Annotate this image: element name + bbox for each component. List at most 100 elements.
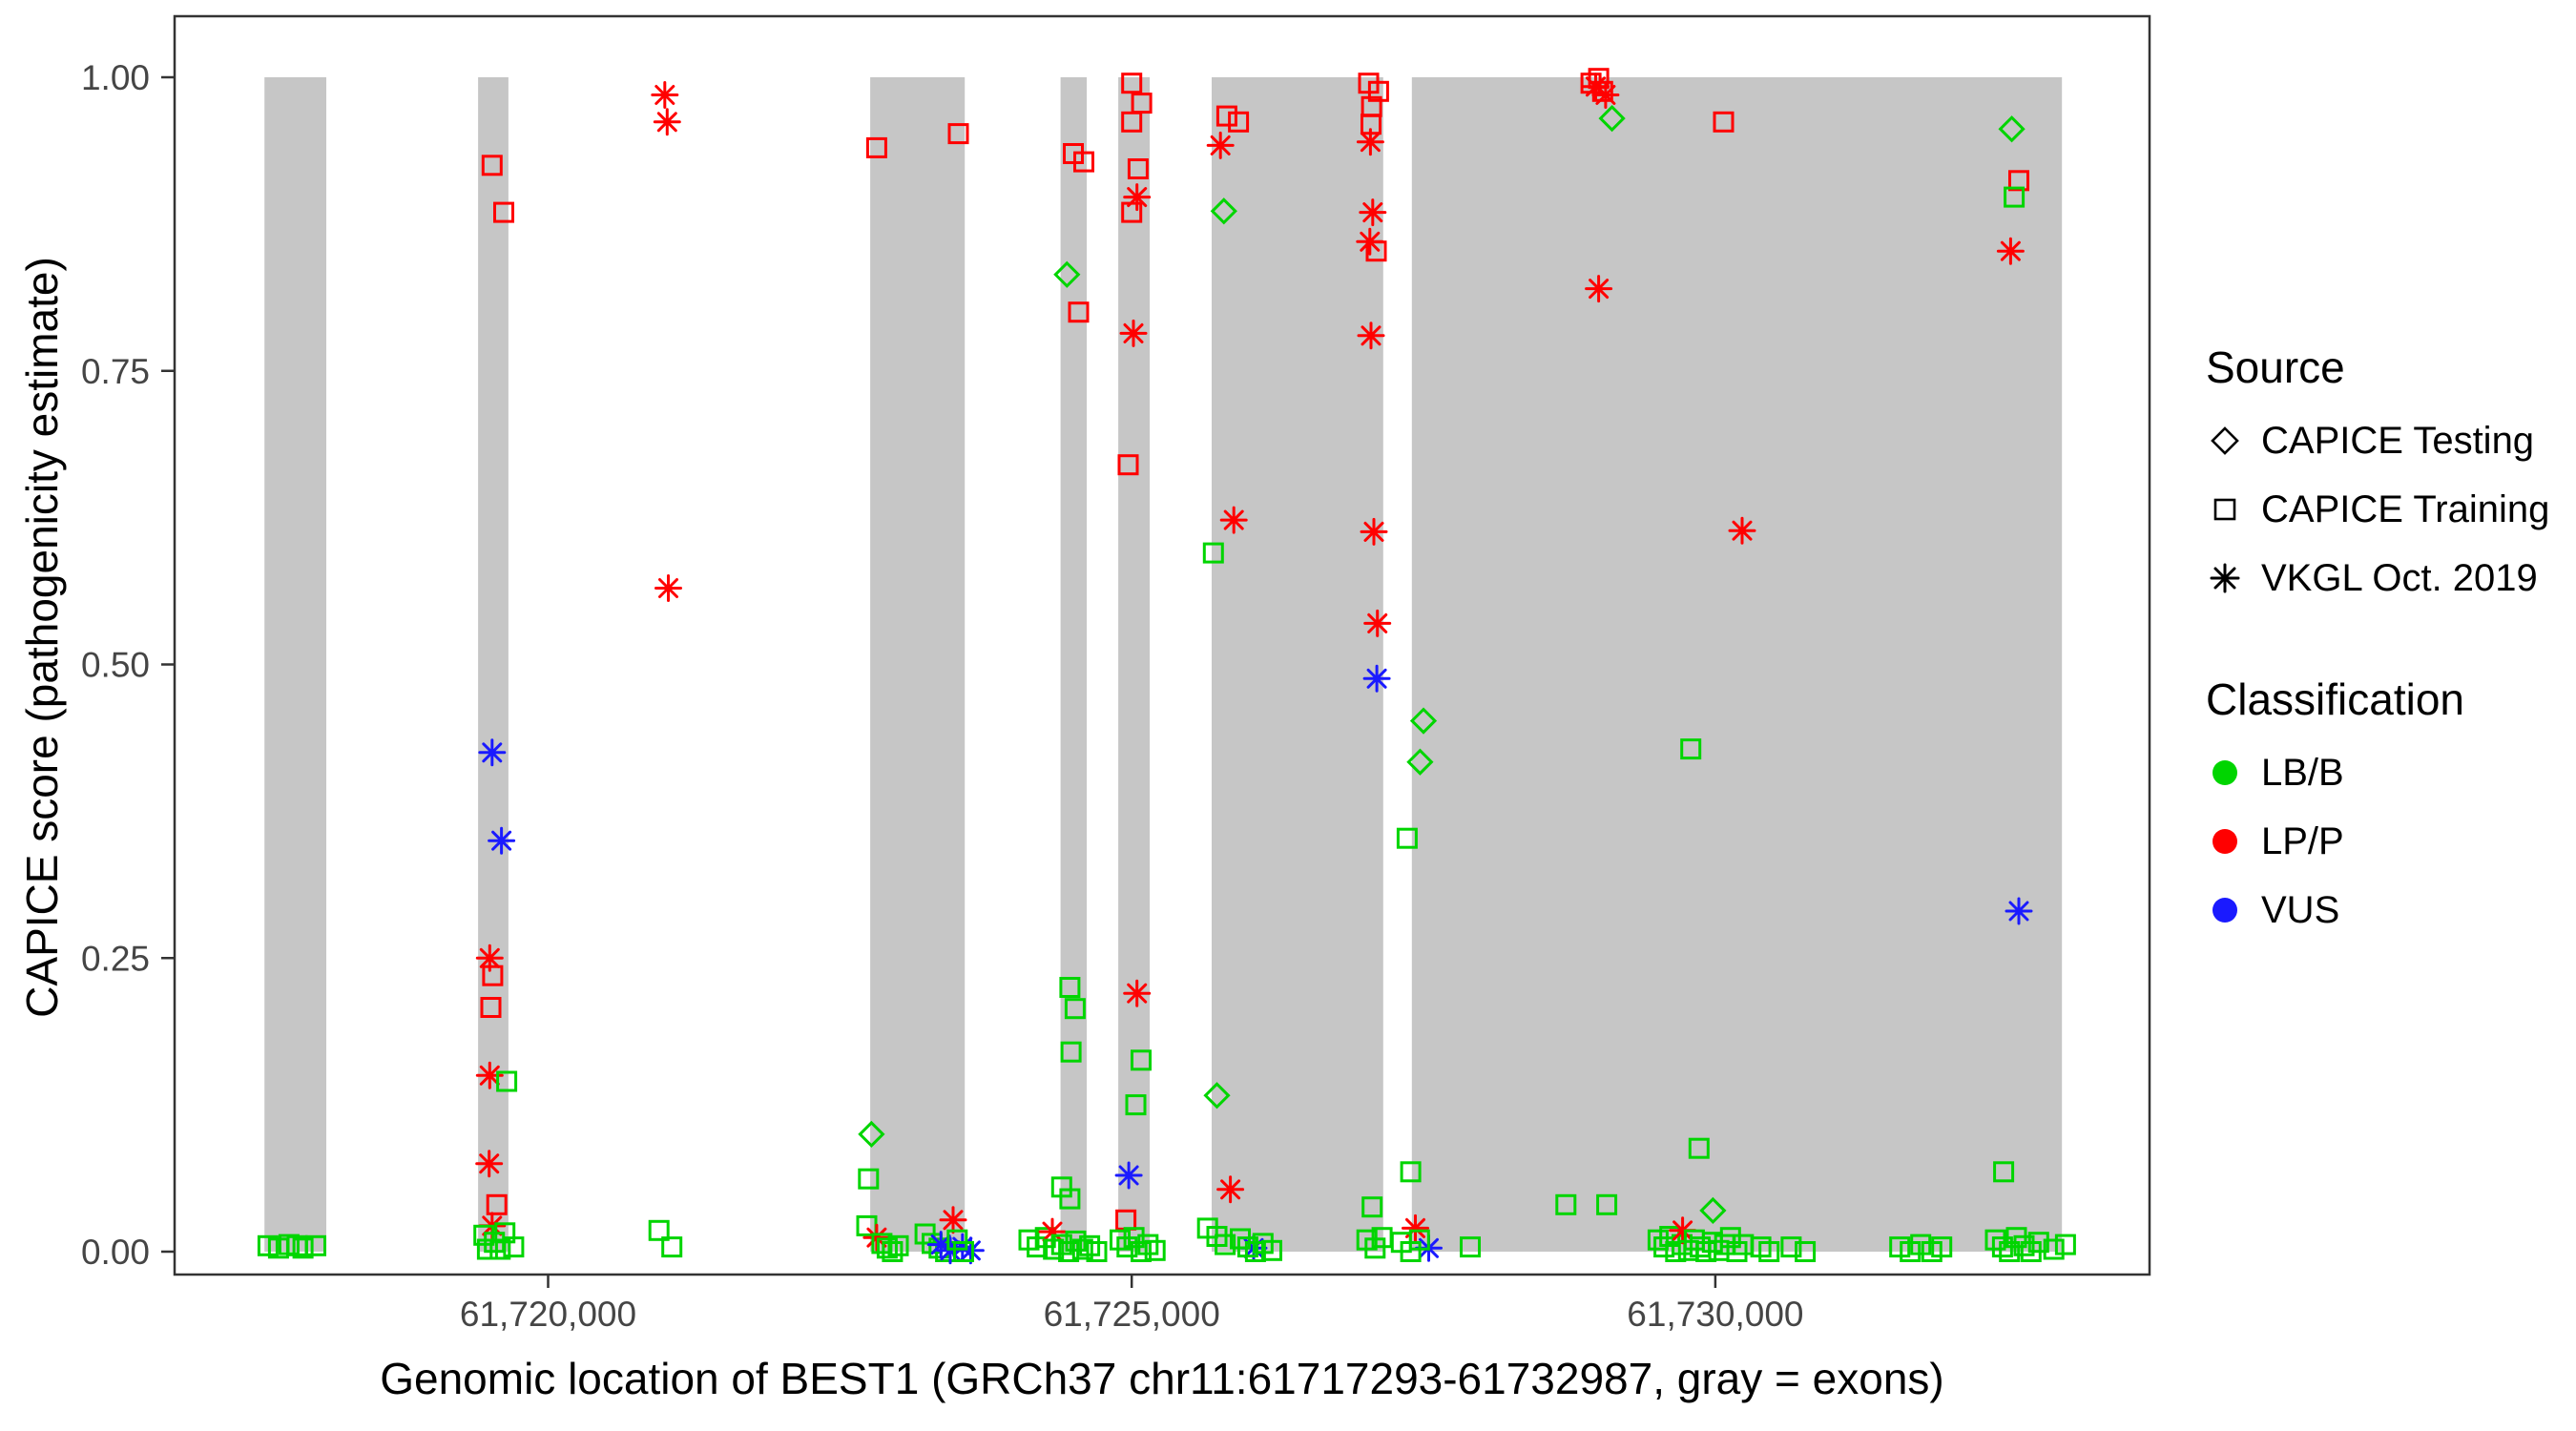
point-asterisk	[475, 1061, 504, 1089]
point-square	[1460, 1236, 1481, 1258]
point-square	[1058, 1241, 1080, 1262]
point-diamond	[1699, 1196, 1727, 1225]
point-asterisk	[1216, 1175, 1245, 1204]
point-square	[1228, 111, 1250, 133]
point-asterisk	[948, 1233, 977, 1261]
point-square	[2043, 1238, 2065, 1260]
point-square	[1361, 1196, 1383, 1218]
exon-band	[1212, 77, 1383, 1252]
point-square	[1993, 1161, 2015, 1183]
point-square	[503, 1236, 525, 1258]
point-asterisk	[1357, 321, 1385, 350]
point-asterisk	[1114, 1161, 1143, 1190]
point-asterisk	[1356, 128, 1384, 156]
point-square	[1647, 1229, 1669, 1251]
point-square	[1665, 1241, 1687, 1262]
point-diamond	[1998, 115, 2025, 143]
point-square	[876, 1237, 898, 1259]
point-diamond	[858, 1120, 885, 1149]
point-square	[305, 1234, 326, 1256]
y-tick-label: 0.25	[81, 939, 150, 978]
point-square	[1079, 1234, 1101, 1256]
point-asterisk	[956, 1236, 985, 1265]
legend-item-capice-testing: CAPICE Testing	[2206, 406, 2549, 475]
legend-item-label: VKGL Oct. 2019	[2261, 556, 2538, 599]
point-asterisk	[1591, 81, 1620, 109]
point-square	[1127, 158, 1149, 179]
diamond-icon	[2211, 426, 2239, 455]
point-square	[1688, 1137, 1710, 1159]
point-square	[1050, 1234, 1072, 1255]
panel-border	[173, 14, 2151, 1276]
point-square	[1144, 1239, 1166, 1261]
point-square	[2027, 1232, 2049, 1254]
point-asterisk	[475, 1150, 504, 1178]
point-square	[1261, 1239, 1282, 1261]
point-square	[489, 1238, 511, 1260]
point-asterisk	[939, 1206, 967, 1234]
point-asterisk	[1728, 516, 1756, 545]
point-square	[1073, 151, 1094, 173]
point-asterisk	[1038, 1217, 1067, 1246]
square-icon	[2213, 498, 2236, 521]
point-diamond	[1406, 748, 1434, 776]
point-diamond	[1203, 1082, 1231, 1110]
y-tick-label: 0.75	[81, 352, 150, 391]
point-square	[1137, 1234, 1159, 1255]
point-square	[1123, 1227, 1145, 1249]
point-square	[1999, 1241, 2021, 1262]
legend-item-vkgl: VKGL Oct. 2019	[2206, 544, 2549, 612]
point-asterisk	[1123, 979, 1152, 1007]
y-tick-label: 0.50	[81, 646, 150, 685]
point-square	[2004, 186, 2025, 208]
point-square	[947, 123, 969, 145]
point-square	[1060, 1041, 1082, 1063]
point-square	[496, 1070, 518, 1092]
point-asterisk	[936, 1236, 965, 1265]
point-square	[1215, 1234, 1236, 1255]
point-asterisk	[2005, 897, 2033, 925]
point-asterisk	[478, 738, 507, 767]
point-asterisk	[1206, 131, 1235, 159]
blue-dot-icon	[2212, 898, 2237, 923]
point-asterisk	[1119, 319, 1148, 347]
point-asterisk	[1123, 183, 1152, 212]
x-tick-label: 61,730,000	[1627, 1295, 1803, 1334]
point-square	[476, 1238, 498, 1260]
legend-source-title: Source	[2206, 342, 2345, 392]
point-square	[1726, 1241, 1748, 1262]
point-asterisk	[862, 1223, 891, 1252]
point-square	[1596, 1193, 1618, 1215]
exon-band	[1411, 77, 2063, 1252]
point-square	[1400, 1161, 1422, 1183]
legend-item-vus: VUS	[2206, 876, 2549, 944]
point-asterisk	[475, 944, 504, 972]
point-asterisk	[1585, 275, 1613, 303]
point-square	[1910, 1234, 1932, 1255]
point-asterisk	[653, 108, 681, 136]
point-square	[1121, 73, 1143, 94]
point-square	[1131, 1049, 1152, 1071]
legend-item-label: LP/P	[2261, 819, 2344, 862]
legend-item-label: LB/B	[2261, 751, 2344, 794]
point-asterisk	[1359, 198, 1387, 227]
point-square	[648, 1219, 670, 1241]
point-square	[865, 136, 887, 158]
point-square	[946, 1229, 968, 1251]
y-tick-label: 1.00	[81, 58, 150, 97]
point-square	[1713, 111, 1735, 133]
point-square	[1131, 1241, 1152, 1262]
point-square	[2008, 170, 2029, 192]
point-asterisk	[488, 826, 516, 855]
legend-classification-group: Classification LB/B LP/P VUS	[2206, 674, 2549, 944]
point-square	[1059, 1188, 1081, 1210]
point-square	[2054, 1234, 2076, 1255]
point-square	[1555, 1193, 1577, 1215]
point-asterisk	[926, 1231, 955, 1259]
point-square	[1202, 542, 1224, 564]
point-asterisk	[1402, 1213, 1429, 1242]
point-square	[1117, 454, 1139, 476]
point-square	[1365, 240, 1387, 262]
